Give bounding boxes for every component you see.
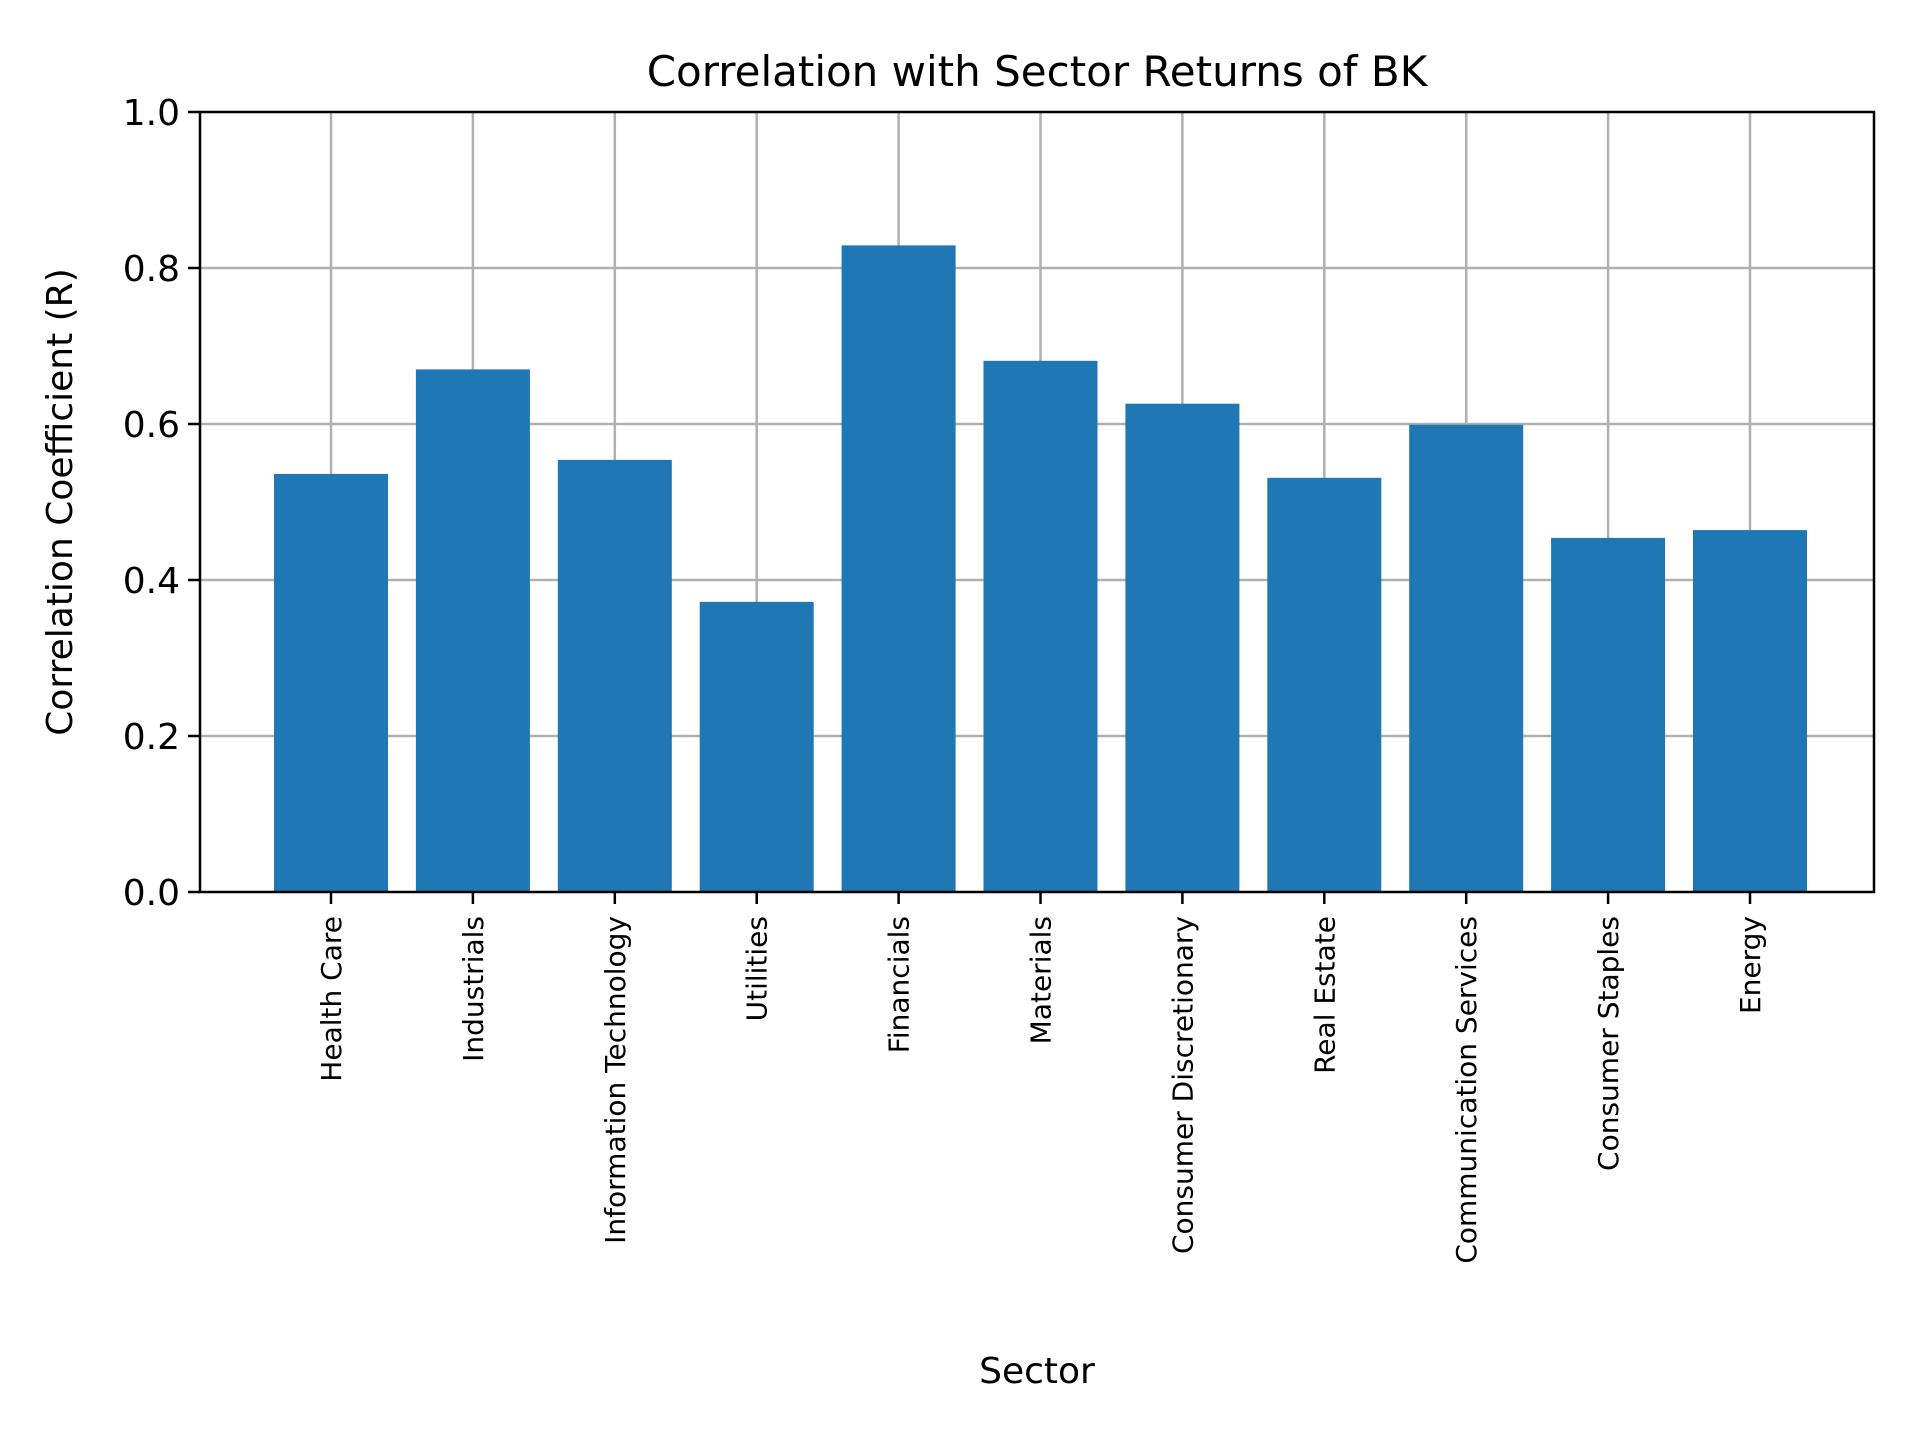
x-tick-label: Consumer Discretionary: [1166, 916, 1199, 1254]
x-tick-label: Industrials: [457, 916, 490, 1062]
bar: [1693, 530, 1807, 892]
y-axis-title: Correlation Coefficient (R): [40, 268, 81, 736]
bar: [1551, 537, 1666, 892]
x-tick-label: Consumer Staples: [1592, 916, 1625, 1171]
bar: [841, 245, 956, 892]
x-tick-label: Information Technology: [599, 916, 632, 1244]
x-axis: Health Care Industrials Information Techno…: [315, 892, 1767, 1264]
bar: [1267, 477, 1382, 892]
bar: [983, 360, 1098, 892]
y-tick-label: 0.6: [123, 405, 180, 446]
bar: [1125, 403, 1240, 892]
y-tick-label: 0.2: [123, 717, 180, 758]
x-tick-label: Communication Services: [1450, 916, 1483, 1264]
x-axis-title: Sector: [979, 1351, 1095, 1392]
x-tick-label: Materials: [1025, 916, 1058, 1044]
y-tick-label: 0.0: [123, 873, 180, 914]
y-tick-label: 0.8: [123, 249, 180, 290]
chart-title: Correlation with Sector Returns of BK: [647, 47, 1429, 96]
x-tick-label: Energy: [1734, 916, 1767, 1014]
y-tick-label: 1.0: [123, 93, 180, 134]
bar: [557, 459, 672, 892]
bars: [274, 245, 1807, 892]
y-tick-label: 0.4: [123, 561, 180, 602]
plot-frame: [198, 110, 1876, 894]
bar: [274, 473, 388, 892]
x-tick-label: Health Care: [315, 916, 348, 1082]
x-tick-label: Real Estate: [1308, 916, 1341, 1074]
x-tick-label: Financials: [883, 916, 916, 1053]
bar: [699, 601, 814, 892]
bar: [415, 369, 530, 892]
y-axis: 0.0 0.2 0.4 0.6 0.8 1.0: [123, 93, 200, 914]
bar: [1409, 424, 1524, 892]
x-tick-label: Utilities: [741, 916, 774, 1021]
